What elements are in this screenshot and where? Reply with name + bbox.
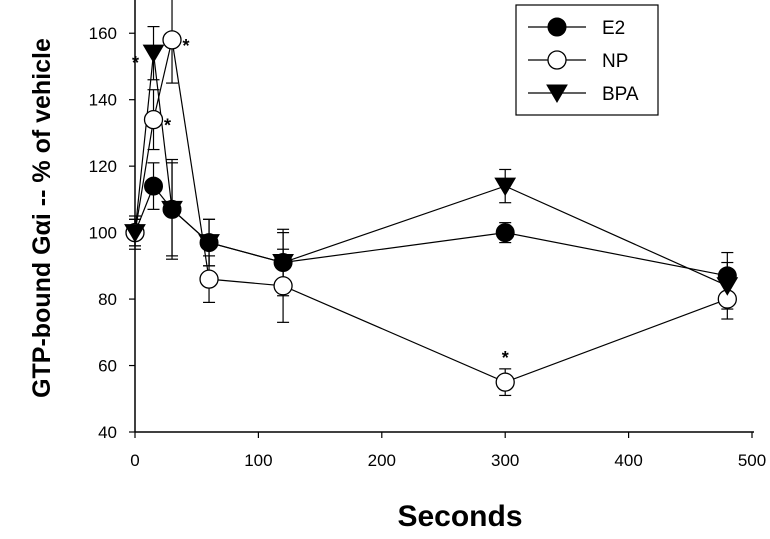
- series-e2-point: [495, 223, 515, 243]
- legend-e2-marker: [547, 17, 567, 37]
- y-axis-label: GTP-bound Gαi -- % of vehicle: [28, 38, 56, 398]
- series-np-point: [162, 30, 182, 50]
- series-np-point: [495, 372, 515, 392]
- series-bpa-point: [198, 234, 220, 253]
- x-tick-label: 0: [130, 451, 139, 470]
- series-bpa-point: [272, 254, 294, 273]
- x-tick-label: 100: [244, 451, 272, 470]
- legend-np-marker: [547, 50, 567, 70]
- x-tick-label: 200: [368, 451, 396, 470]
- legend-e2-label: E2: [602, 18, 625, 39]
- x-tick-label: 300: [491, 451, 519, 470]
- significance-asterisk: *: [132, 53, 139, 73]
- series-e2-line: [134, 184, 728, 277]
- y-tick-label: 80: [98, 290, 117, 309]
- series-np-point: [143, 109, 164, 130]
- y-tick-label: 100: [89, 224, 117, 243]
- y-tick-label: 120: [89, 157, 117, 176]
- y-tick-label: 60: [98, 357, 117, 376]
- legend-bpa-marker: [546, 84, 568, 103]
- series-e2-point: [144, 176, 164, 196]
- series-np-point: [199, 269, 219, 289]
- series-bpa-point: [142, 44, 165, 64]
- series-bpa-point: [494, 177, 517, 197]
- x-axis-label: Seconds: [397, 500, 523, 533]
- series-np-point: [273, 276, 293, 296]
- series-bpa-point: [161, 200, 183, 220]
- legend-np-label: NP: [602, 51, 628, 72]
- significance-asterisk: *: [164, 116, 171, 136]
- y-tick-label: 140: [89, 91, 117, 110]
- significance-asterisk: *: [183, 36, 190, 56]
- x-tick-label: 400: [614, 451, 642, 470]
- y-tick-label: 160: [89, 24, 117, 43]
- series-bpa-point: [716, 277, 739, 296]
- legend-bpa-label: BPA: [602, 84, 639, 105]
- significance-asterisk: *: [502, 348, 509, 368]
- y-tick-label: 40: [98, 423, 117, 442]
- series-bpa-point: [124, 224, 146, 243]
- x-tick-label: 500: [738, 451, 766, 470]
